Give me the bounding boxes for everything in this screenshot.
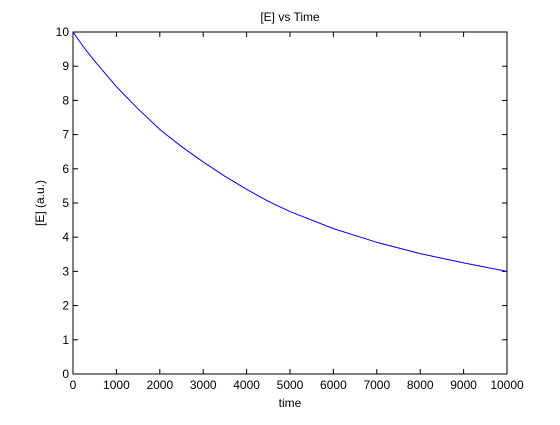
y-tick-label: 7 [62,128,69,142]
x-tick-label: 2000 [146,378,173,392]
x-tick-label: 8000 [407,378,434,392]
y-tick-label: 6 [62,162,69,176]
x-tick-label: 6000 [320,378,347,392]
x-tick-label: 10000 [490,378,524,392]
y-tick-label: 5 [62,196,69,210]
y-tick-label: 8 [62,93,69,107]
y-tick-label: 4 [62,230,69,244]
y-tick-label: 1 [62,333,69,347]
series-line [72,31,508,272]
x-tick-label: 5000 [277,378,304,392]
x-tick-label: 0 [70,378,77,392]
x-tick-label: 9000 [450,378,477,392]
x-tick-label: 4000 [233,378,260,392]
y-tick-label: 9 [62,59,69,73]
axis-ticks [72,31,508,375]
x-axis-label: time [279,396,302,410]
y-axis-label: [E] (a.u.) [33,180,47,226]
x-tick-label: 3000 [190,378,217,392]
y-tick-label: 0 [62,367,69,381]
y-tick-label: 3 [62,264,69,278]
chart-title: [E] vs Time [260,10,320,24]
x-tick-label: 1000 [103,378,130,392]
axis-tick-labels: 0 1000 2000 3000 4000 5000 6000 7000 8000 9000 100… [56,25,524,392]
y-tick-label: 10 [56,25,70,39]
plot-area [72,31,508,375]
y-tick-label: 2 [62,299,69,313]
x-tick-label: 7000 [363,378,390,392]
